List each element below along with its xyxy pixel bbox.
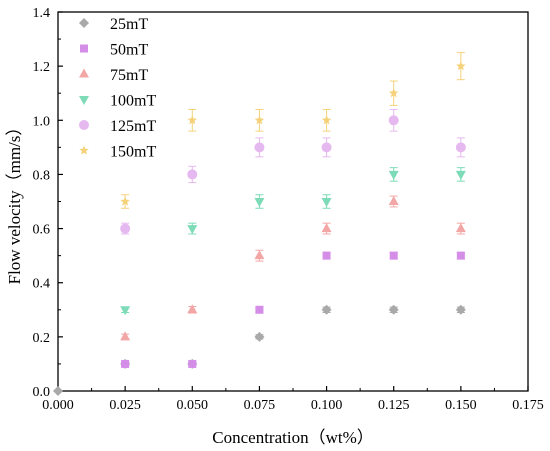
series-150mT — [120, 52, 466, 209]
data-point — [187, 304, 198, 314]
data-point — [321, 115, 332, 125]
legend-item: 125mT — [79, 118, 156, 135]
y-tick-label: 1.4 — [33, 6, 51, 21]
x-tick-label: 0.025 — [109, 398, 141, 413]
data-point — [254, 198, 265, 207]
data-point — [455, 170, 466, 180]
y-tick-label: 0.8 — [33, 168, 51, 183]
legend-item: 50mT — [80, 42, 148, 59]
legend-marker — [79, 96, 89, 105]
y-tick-label: 0.6 — [33, 223, 51, 238]
legend-marker — [79, 18, 89, 28]
y-tick-label: 1.2 — [33, 60, 51, 75]
legend: 25mT 50mT 75mT 100mT 125mT 150mT — [79, 16, 156, 161]
data-point — [120, 223, 131, 234]
legend-label: 50mT — [110, 42, 148, 59]
series-50mT — [121, 251, 465, 368]
y-tick-label: 0.4 — [33, 277, 51, 292]
data-point — [456, 251, 465, 260]
legend-marker — [79, 120, 89, 130]
y-axis: 0.0 0.2 0.4 0.6 0.8 1.0 1.2 1.4 — [33, 6, 63, 400]
data-point — [187, 115, 198, 125]
legend-item: 100mT — [79, 93, 156, 110]
x-axis-title: Concentration（wt%） — [212, 428, 373, 447]
y-tick-label: 0.0 — [33, 385, 51, 400]
data-point — [389, 251, 398, 260]
data-point — [120, 196, 130, 206]
data-point — [120, 306, 131, 316]
data-point — [254, 250, 265, 260]
data-point — [321, 223, 332, 233]
data-point — [456, 61, 466, 71]
series-125mT — [120, 108, 466, 235]
legend-marker — [79, 145, 89, 155]
data-point — [455, 304, 466, 315]
x-tick-label: 0.050 — [177, 398, 209, 413]
data-point — [455, 142, 466, 153]
data-point — [120, 331, 131, 341]
data-point — [188, 359, 197, 368]
series-100mT — [120, 167, 466, 316]
x-tick-label: 0.150 — [445, 398, 477, 413]
x-tick-label: 0.125 — [378, 398, 410, 413]
legend-label: 150mT — [110, 144, 156, 161]
x-tick-label: 0.100 — [311, 398, 343, 413]
data-point — [254, 331, 265, 342]
x-tick-label: 0.000 — [42, 398, 74, 413]
x-tick-label: 0.175 — [512, 398, 544, 413]
data-point — [255, 305, 264, 314]
data-point — [388, 170, 399, 180]
data-point — [254, 142, 265, 153]
legend-marker — [80, 44, 88, 53]
legend-label: 25mT — [110, 16, 148, 33]
y-axis-title: Flow velocity（mm/s） — [5, 119, 24, 285]
data-point — [388, 88, 399, 98]
data-point — [388, 304, 399, 315]
y-tick-label: 0.2 — [33, 331, 51, 346]
series-75mT — [120, 195, 466, 341]
data-point — [187, 225, 198, 235]
legend-label: 100mT — [110, 93, 156, 110]
data-point — [321, 304, 332, 315]
data-point — [53, 386, 63, 396]
legend-label: 125mT — [110, 118, 156, 135]
legend-label: 75mT — [110, 67, 148, 84]
data-point — [388, 196, 399, 205]
data-point — [187, 169, 198, 180]
data-point — [254, 115, 265, 125]
data-point — [322, 251, 331, 260]
legend-item: 150mT — [79, 144, 156, 161]
legend-item: 75mT — [79, 67, 148, 84]
x-tick-label: 0.075 — [244, 398, 276, 413]
data-point — [121, 359, 130, 368]
data-markers — [53, 52, 466, 396]
legend-marker — [79, 68, 89, 78]
series-25mT — [53, 304, 466, 396]
y-tick-label: 1.0 — [33, 114, 51, 129]
data-point — [388, 115, 399, 126]
data-point — [321, 198, 332, 207]
x-axis: 0.000 0.025 0.050 0.075 0.100 0.125 0.150 0.175 — [42, 386, 544, 413]
data-point — [455, 223, 466, 233]
legend-item: 25mT — [79, 16, 148, 33]
data-point — [321, 142, 332, 153]
